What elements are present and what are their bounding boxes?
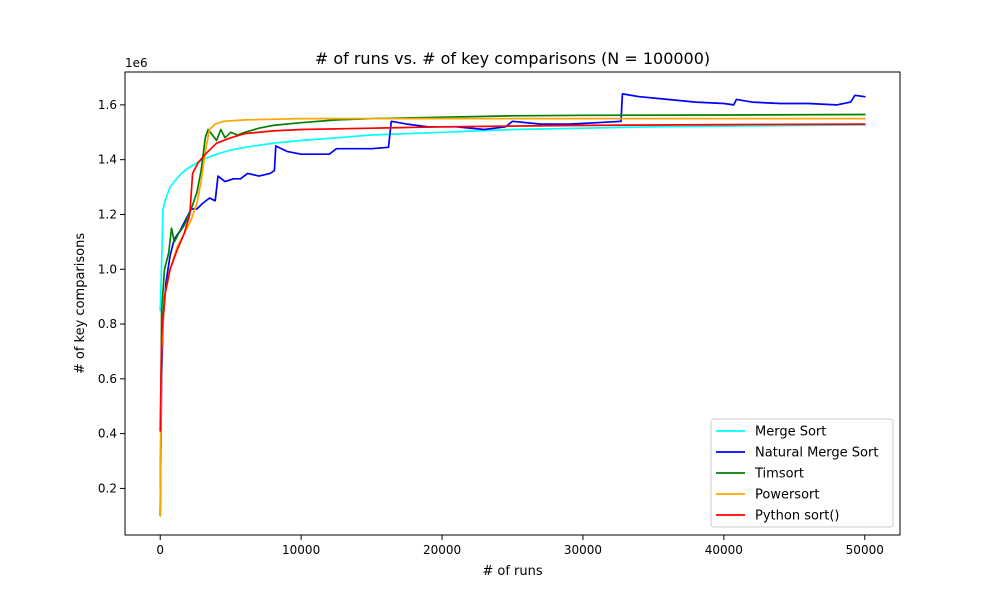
y-tick-label: 1.6 xyxy=(98,98,117,112)
y-tick-label: 1.2 xyxy=(98,207,117,221)
series-line-python-sort xyxy=(159,123,866,432)
y-axis-ticks: 0.2 0.4 0.6 0.8 1.0 1.2 1.4 1.6 xyxy=(98,98,125,495)
series-line-natural-merge-sort xyxy=(159,93,866,517)
y-axis-offset-label: 1e6 xyxy=(125,56,148,70)
y-tick-label: 0.2 xyxy=(98,481,117,495)
x-tick-label: 20000 xyxy=(423,543,461,557)
x-tick-label: 50000 xyxy=(846,543,884,557)
legend-box xyxy=(710,418,894,528)
x-tick-label: 30000 xyxy=(564,543,602,557)
plot-frame xyxy=(124,71,901,536)
legend-label-timsort: Timsort xyxy=(754,467,804,482)
legend-label-merge-sort: Merge Sort xyxy=(755,425,826,440)
x-tick-label: 10000 xyxy=(282,543,320,557)
y-tick-label: 0.8 xyxy=(98,317,117,331)
y-tick-label: 1.4 xyxy=(98,153,117,167)
legend: Merge Sort Natural Merge Sort Timsort Power… xyxy=(710,418,894,528)
x-axis-ticks: 0 10000 20000 30000 40000 50000 xyxy=(156,535,884,557)
y-tick-label: 0.6 xyxy=(98,372,117,386)
y-tick-label: 1.0 xyxy=(98,262,117,276)
y-tick-label: 0.4 xyxy=(98,427,117,441)
y-axis-label: # of key comparisons xyxy=(73,233,88,374)
legend-label-natural-merge-sort: Natural Merge Sort xyxy=(755,446,878,461)
x-axis-label: # of runs xyxy=(482,564,543,579)
series-line-merge-sort xyxy=(159,124,866,312)
legend-label-powersort: Powersort xyxy=(755,488,819,503)
series-layer xyxy=(159,93,866,517)
legend-label-python-sort: Python sort() xyxy=(755,509,840,524)
x-tick-label: 40000 xyxy=(705,543,743,557)
x-tick-label: 0 xyxy=(156,543,164,557)
chart-title: # of runs vs. # of key comparisons (N = … xyxy=(315,49,710,68)
